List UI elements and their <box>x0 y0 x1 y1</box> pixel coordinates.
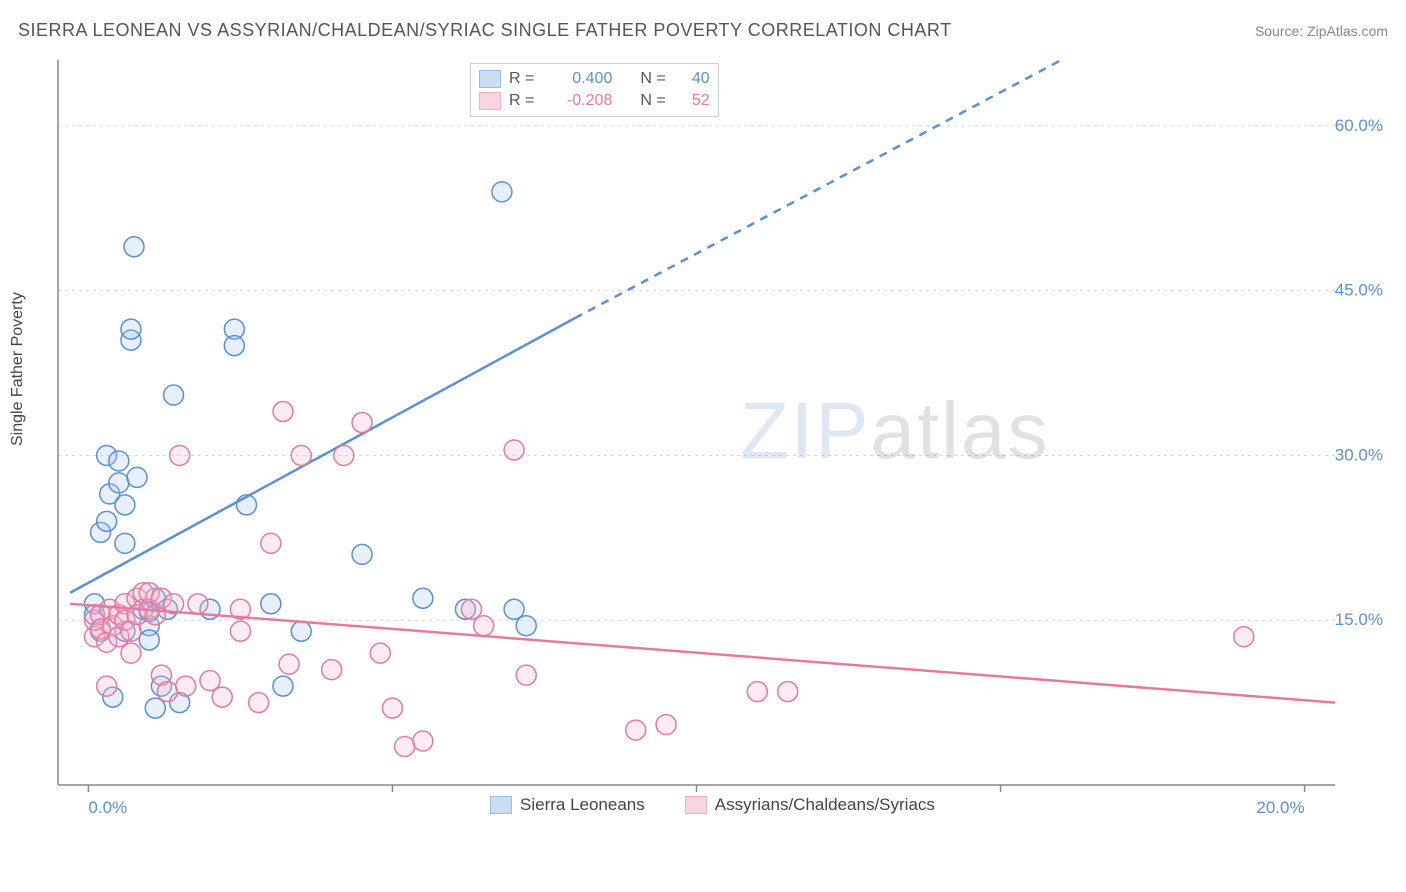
data-point <box>516 665 536 685</box>
data-point <box>212 687 232 707</box>
data-point <box>145 698 165 718</box>
stats-legend-box: R = 0.400 N = 40 R = -0.208 N = 52 <box>470 63 719 117</box>
data-point <box>462 599 482 619</box>
stat-row: R = -0.208 N = 52 <box>479 90 710 112</box>
svg-text:60.0%: 60.0% <box>1335 116 1383 135</box>
data-point <box>273 676 293 696</box>
y-axis-label: Single Father Poverty <box>9 292 27 446</box>
legend-swatch-icon <box>479 70 501 88</box>
stat-r-label: R = <box>509 70 534 88</box>
data-point <box>249 693 269 713</box>
data-point <box>109 473 129 493</box>
data-point <box>291 445 311 465</box>
legend-label: Assyrians/Chaldeans/Syriacs <box>715 795 935 815</box>
stat-r-value: -0.208 <box>542 92 612 110</box>
data-point <box>261 533 281 553</box>
chart-title: SIERRA LEONEAN VS ASSYRIAN/CHALDEAN/SYRI… <box>18 20 952 41</box>
data-point <box>352 544 372 564</box>
bottom-legend: Sierra Leoneans Assyrians/Chaldeans/Syria… <box>490 795 935 815</box>
data-point <box>164 385 184 405</box>
data-point <box>474 616 494 636</box>
data-point <box>413 588 433 608</box>
data-point <box>115 533 135 553</box>
stat-n-value: 52 <box>674 92 710 110</box>
data-point <box>230 621 250 641</box>
data-point <box>656 715 676 735</box>
data-point <box>504 440 524 460</box>
stat-n-label: N = <box>640 70 665 88</box>
data-point <box>395 737 415 757</box>
data-point <box>334 445 354 465</box>
data-point <box>115 495 135 515</box>
data-point <box>747 682 767 702</box>
stat-n-value: 40 <box>674 70 710 88</box>
trend-line <box>70 604 1335 703</box>
data-point <box>121 643 141 663</box>
data-point <box>188 594 208 614</box>
scatter-chart: 15.0% 30.0% 45.0% 60.0% 0.0% 20.0% <box>50 55 1390 830</box>
svg-text:45.0%: 45.0% <box>1335 281 1383 300</box>
data-point <box>97 676 117 696</box>
data-point <box>516 616 536 636</box>
stat-n-label: N = <box>640 92 665 110</box>
legend-swatch-icon <box>685 796 707 814</box>
data-point <box>370 643 390 663</box>
legend-item: Assyrians/Chaldeans/Syriacs <box>685 795 935 815</box>
data-point <box>261 594 281 614</box>
stat-r-label: R = <box>509 92 534 110</box>
stat-r-value: 0.400 <box>542 70 612 88</box>
source-label: Source: ZipAtlas.com <box>1255 23 1388 39</box>
data-point <box>279 654 299 674</box>
svg-text:30.0%: 30.0% <box>1335 445 1383 464</box>
data-point <box>382 698 402 718</box>
data-point <box>200 671 220 691</box>
data-point <box>121 319 141 339</box>
legend-swatch-icon <box>479 92 501 110</box>
data-point <box>127 467 147 487</box>
data-point <box>291 621 311 641</box>
data-point <box>124 237 144 257</box>
data-point <box>273 402 293 422</box>
data-point <box>352 413 372 433</box>
data-point <box>97 511 117 531</box>
svg-text:0.0%: 0.0% <box>88 798 127 817</box>
data-point <box>492 182 512 202</box>
legend-item: Sierra Leoneans <box>490 795 645 815</box>
data-point <box>109 451 129 471</box>
data-point <box>157 682 177 702</box>
data-point <box>139 630 159 650</box>
data-point <box>778 682 798 702</box>
data-point <box>322 660 342 680</box>
stat-row: R = 0.400 N = 40 <box>479 68 710 90</box>
legend-swatch-icon <box>490 796 512 814</box>
plot-area: 15.0%30.0%45.0%60.0%0.0%20.0% ZIPatlas R… <box>50 55 1390 830</box>
data-point <box>170 445 190 465</box>
svg-text:15.0%: 15.0% <box>1335 610 1383 629</box>
data-point <box>504 599 524 619</box>
data-point <box>626 720 646 740</box>
data-point <box>176 676 196 696</box>
svg-text:20.0%: 20.0% <box>1256 798 1304 817</box>
data-point <box>413 731 433 751</box>
data-point <box>224 336 244 356</box>
legend-label: Sierra Leoneans <box>520 795 645 815</box>
data-point <box>1234 627 1254 647</box>
